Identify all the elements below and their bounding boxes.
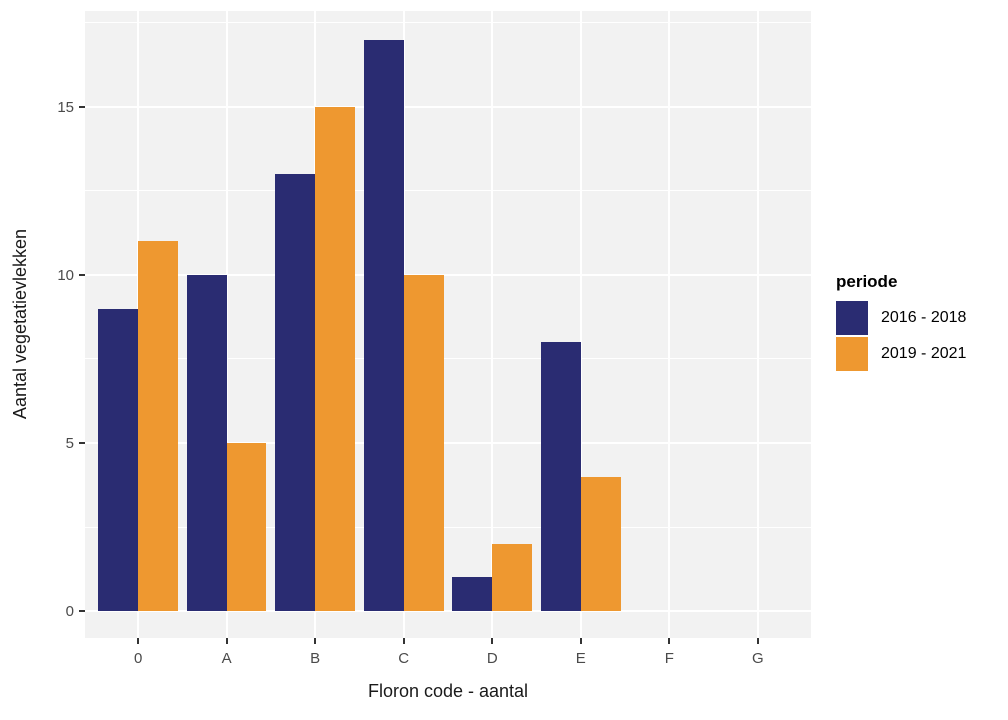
x-tick-label-C: C <box>398 650 410 667</box>
x-tick-mark <box>314 638 317 644</box>
x-tick-mark <box>225 638 228 644</box>
x-tick-label-G: G <box>752 650 764 667</box>
x-tick-label-0: 0 <box>133 650 143 667</box>
bar-2019-2021-0 <box>138 241 178 612</box>
legend-label-2019-2021: 2019 - 2021 <box>881 345 967 362</box>
y-tick-mark <box>79 105 85 108</box>
bar-2019-2021-E <box>580 476 621 612</box>
bar-2016-2018-B <box>275 174 316 612</box>
y-tick-label: 0 <box>65 603 74 621</box>
y-tick-mark <box>79 610 85 613</box>
x-tick-mark <box>668 638 671 644</box>
bar-2016-2018-D <box>452 577 493 612</box>
x-tick-mark <box>137 638 140 644</box>
y-tick-mark <box>79 442 85 444</box>
gridline-x-D <box>491 11 494 638</box>
x-tick-label-F: F <box>664 650 674 667</box>
x-tick-mark <box>491 638 494 644</box>
x-tick-mark <box>756 638 759 644</box>
x-tick-mark <box>402 638 405 644</box>
gridline-minor-y <box>85 358 811 360</box>
bar-2019-2021-B <box>315 106 356 612</box>
legend-title: periode <box>836 272 898 291</box>
y-tick-label: 5 <box>65 435 74 452</box>
x-axis-title: Floron code - aantal <box>367 681 529 701</box>
legend-item-2019-2021: 2019 - 2021 <box>836 337 966 371</box>
gridline-minor-y <box>85 22 811 24</box>
gridline-major-y <box>85 105 811 108</box>
bar-2019-2021-C <box>403 274 444 612</box>
bar-2016-2018-0 <box>98 308 139 612</box>
bar-2016-2018-E <box>540 342 581 612</box>
x-tick-label-B: B <box>310 650 321 667</box>
bar-2019-2021-D <box>492 543 533 612</box>
bar-2019-2021-A <box>226 443 267 612</box>
gridline-x-A <box>225 11 228 638</box>
bar-2016-2018-C <box>363 39 404 612</box>
legend: periode 2016 - 2018 2019 - 2021 <box>836 272 966 373</box>
x-tick-label-E: E <box>575 650 586 667</box>
legend-item-2016-2018: 2016 - 2018 <box>836 301 966 335</box>
y-tick-mark <box>79 273 85 276</box>
x-tick-label-D: D <box>486 650 498 667</box>
gridline-major-y <box>85 610 811 613</box>
gridline-x-G <box>756 11 759 638</box>
gridline-x-F <box>668 11 671 638</box>
y-tick-label: 10 <box>57 266 74 284</box>
gridline-x-E <box>579 11 582 638</box>
gridline-major-y <box>85 442 811 444</box>
gridline-major-y <box>85 273 811 276</box>
legend-swatch-2019-2021 <box>836 337 868 371</box>
y-axis-title: Aantal vegetatievlekken <box>10 228 30 420</box>
x-tick-label-A: A <box>221 650 232 667</box>
y-tick-label: 15 <box>57 98 74 116</box>
x-tick-mark <box>579 638 582 644</box>
legend-swatch-2016-2018 <box>836 301 868 335</box>
gridline-minor-y <box>85 190 811 192</box>
bar-2016-2018-A <box>186 274 227 612</box>
gridline-minor-y <box>85 526 811 528</box>
legend-label-2016-2018: 2016 - 2018 <box>881 309 967 326</box>
plot-panel <box>85 11 811 638</box>
